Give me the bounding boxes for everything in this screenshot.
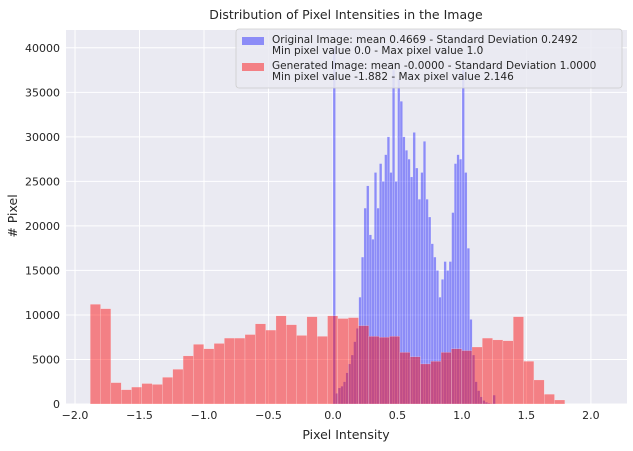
histogram-bar [462, 351, 472, 404]
histogram-bar [286, 325, 296, 404]
histogram-bar [379, 337, 389, 404]
histogram-bar [307, 317, 317, 404]
histogram-bar [255, 324, 265, 404]
histogram-bar [555, 400, 565, 404]
y-tick-label: 35000 [25, 86, 60, 99]
histogram-bar [451, 349, 461, 404]
histogram-bar [224, 338, 234, 404]
histogram-bar [245, 335, 255, 404]
histogram-bar [389, 336, 399, 404]
histogram-bar [111, 383, 121, 404]
histogram-bar [524, 361, 534, 404]
histogram-bar [276, 316, 286, 404]
histogram-bar [348, 318, 358, 404]
histogram-bar [534, 380, 544, 404]
histogram-bar [204, 349, 214, 404]
legend-label: Min pixel value -1.882 - Max pixel value… [272, 71, 514, 83]
histogram-bar [400, 352, 410, 404]
histogram-bar [513, 317, 523, 404]
x-tick-label: 2.0 [582, 409, 600, 422]
histogram-bar [410, 357, 420, 404]
histogram-bar [214, 343, 224, 404]
histogram-bar [101, 309, 111, 404]
x-tick-labels: −2.0 −1.5 −1.0 −0.5 0.0 0.5 1.0 1.5 2.0 [62, 409, 600, 422]
y-tick-label: 15000 [25, 264, 60, 277]
x-tick-label: 1.0 [453, 409, 471, 422]
histogram-bar [358, 326, 368, 404]
histogram-bar [472, 347, 482, 404]
histogram-bar [338, 319, 348, 404]
histogram-bar [544, 394, 554, 404]
y-axis-label: # Pixel [5, 194, 20, 237]
histogram-bar [328, 316, 338, 404]
histogram-bar [162, 377, 172, 404]
x-axis-label: Pixel Intensity [302, 427, 390, 442]
histogram-bar [493, 340, 503, 404]
y-tick-label: 0 [53, 398, 60, 411]
x-tick-label: −1.5 [126, 409, 153, 422]
y-tick-labels: 0 5000 10000 15000 20000 25000 30000 35000 40000 [25, 42, 60, 411]
histogram-bar [142, 384, 152, 404]
histogram-bar [482, 338, 492, 404]
histogram-bar [90, 304, 100, 404]
legend: Original Image: mean 0.4669 - Standard D… [236, 29, 622, 88]
x-tick-label: −1.0 [191, 409, 218, 422]
histogram-bar [297, 335, 307, 404]
legend-swatch [242, 37, 264, 45]
y-tick-label: 25000 [25, 175, 60, 188]
histogram-bar [193, 344, 203, 404]
y-tick-label: 40000 [25, 42, 60, 55]
y-tick-label: 5000 [32, 353, 60, 366]
legend-label: Min pixel value 0.0 - Max pixel value 1.… [272, 45, 483, 57]
histogram-bar [152, 384, 162, 404]
x-tick-label: −2.0 [62, 409, 89, 422]
histogram-bar [266, 330, 276, 404]
legend-swatch [242, 63, 264, 71]
histogram-bar [121, 390, 131, 404]
histogram-bar [173, 369, 183, 404]
y-tick-label: 30000 [25, 131, 60, 144]
histogram-bar [235, 338, 245, 404]
x-tick-label: 0.0 [324, 409, 342, 422]
histogram-bar [431, 361, 441, 404]
x-tick-label: 1.5 [518, 409, 536, 422]
histogram-bar [420, 364, 430, 404]
x-tick-label: 0.5 [389, 409, 407, 422]
chart-title: Distribution of Pixel Intensities in the… [209, 7, 483, 22]
histogram-bar [503, 341, 513, 404]
histogram-bar [317, 336, 327, 404]
histogram-bar [132, 387, 142, 404]
y-tick-label: 20000 [25, 220, 60, 233]
x-tick-label: −0.5 [255, 409, 282, 422]
histogram-bar [441, 352, 451, 404]
y-tick-label: 10000 [25, 309, 60, 322]
histogram-bar [183, 356, 193, 404]
histogram-bar [369, 336, 379, 404]
